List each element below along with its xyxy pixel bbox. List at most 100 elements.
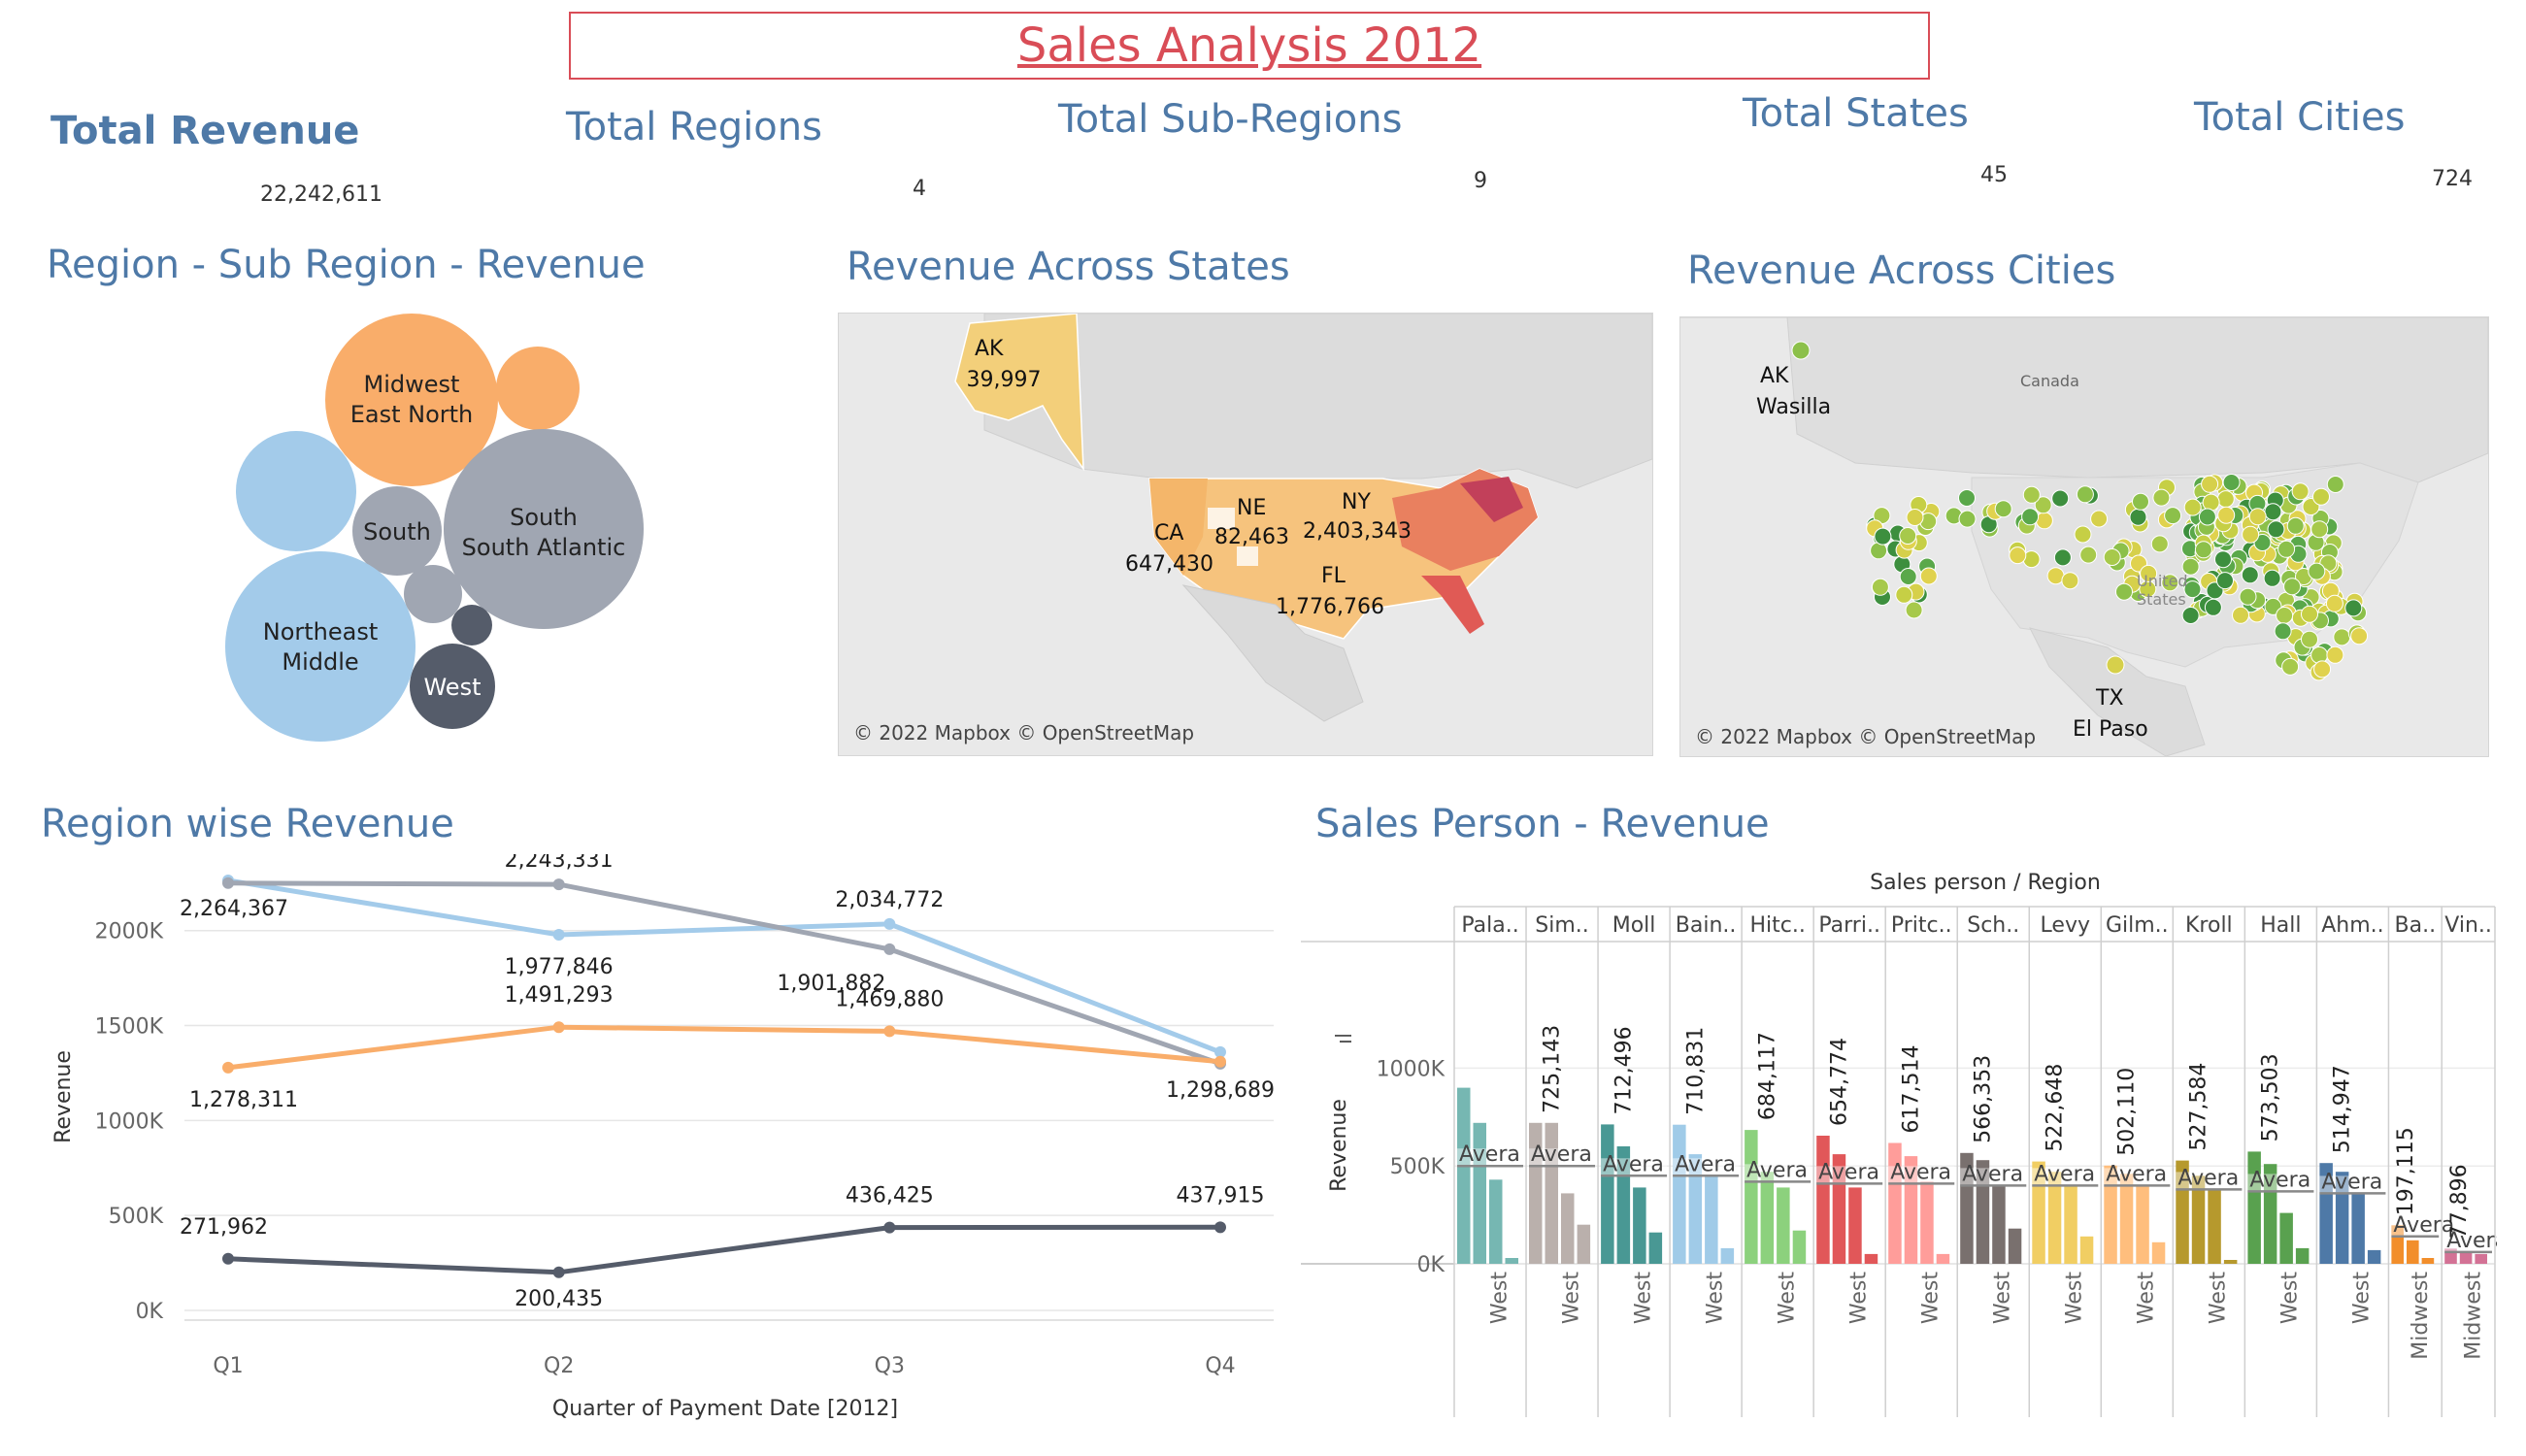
city-dot[interactable] — [2276, 607, 2294, 624]
line-series-path[interactable] — [227, 880, 1221, 1067]
bar-mark[interactable] — [1832, 1154, 1846, 1264]
bar-mark[interactable] — [1760, 1172, 1775, 1264]
city-dot[interactable] — [2194, 541, 2212, 559]
bar-group-5[interactable]: Parri.. Avera 654,774 West — [1812, 907, 1883, 1417]
bar-mark[interactable] — [2032, 1161, 2045, 1264]
city-dot[interactable] — [2312, 487, 2330, 506]
bar-group-14[interactable]: Vin.. Avera77,896 Midwest — [2441, 907, 2497, 1417]
city-dot[interactable] — [2326, 476, 2344, 493]
city-dot[interactable] — [2201, 475, 2219, 493]
line-point[interactable] — [552, 1266, 565, 1278]
bar-group-11[interactable]: Hall Avera 573,503 West — [2243, 907, 2314, 1417]
bar-mark[interactable] — [2247, 1151, 2261, 1264]
city-dot[interactable] — [2074, 525, 2092, 544]
bubble-west-2[interactable] — [451, 605, 492, 645]
bar-mark[interactable] — [1688, 1154, 1703, 1264]
city-dot[interactable] — [2301, 630, 2318, 648]
bar-group-12[interactable]: Ahm.. Avera 514,947 West — [2315, 907, 2386, 1417]
city-dot[interactable] — [1874, 527, 1892, 546]
bar-mark[interactable] — [2208, 1189, 2221, 1264]
city-dot[interactable] — [2253, 534, 2272, 551]
line-point[interactable] — [883, 1221, 896, 1234]
bar-mark[interactable] — [2351, 1193, 2365, 1264]
state-fl[interactable] — [1421, 576, 1484, 634]
bubble-south-atlantic[interactable] — [444, 429, 644, 629]
city-dot[interactable] — [2264, 503, 2282, 521]
city-dot[interactable] — [2333, 628, 2351, 646]
city-dot[interactable] — [2150, 535, 2169, 553]
line-point[interactable] — [552, 878, 565, 891]
city-dot[interactable] — [1905, 601, 1923, 619]
city-dot[interactable] — [2183, 580, 2202, 599]
city-dot[interactable] — [2325, 594, 2343, 612]
bar-mark[interactable] — [2459, 1251, 2473, 1264]
line-point[interactable] — [1214, 1055, 1226, 1068]
bar-mark[interactable] — [1545, 1122, 1559, 1264]
bar-mark[interactable] — [2421, 1258, 2435, 1264]
bubble-south[interactable] — [352, 486, 442, 576]
bubble-northeast-2[interactable] — [236, 431, 356, 551]
city-dot[interactable] — [1958, 510, 1977, 528]
line-point[interactable] — [883, 943, 896, 955]
city-dot[interactable] — [2140, 564, 2158, 582]
bar-mark[interactable] — [1864, 1253, 1878, 1264]
city-dot[interactable] — [2242, 525, 2260, 544]
city-dot[interactable] — [2310, 520, 2329, 539]
city-dot[interactable] — [2061, 572, 2079, 590]
bar-mark[interactable] — [1920, 1181, 1934, 1264]
bar-mark[interactable] — [2079, 1236, 2094, 1264]
city-dot[interactable] — [2267, 520, 2285, 539]
city-dot[interactable] — [2217, 506, 2236, 524]
bar-mark[interactable] — [1992, 1185, 2006, 1264]
bar-group-1[interactable]: Sim.. Avera 725,143 West — [1525, 907, 1596, 1417]
city-dot[interactable] — [2274, 622, 2292, 641]
city-dot[interactable] — [2277, 540, 2296, 558]
states-map-attribution[interactable]: © 2022 Mapbox © OpenStreetMap — [853, 721, 1195, 745]
bar-mark[interactable] — [2047, 1172, 2062, 1264]
bar-mark[interactable] — [2191, 1175, 2206, 1264]
bar-group-2[interactable]: Moll Avera 712,496 West — [1597, 907, 1668, 1417]
city-dot[interactable] — [2051, 489, 2070, 508]
bar-mark[interactable] — [1577, 1224, 1591, 1264]
bar-mark[interactable] — [2295, 1247, 2310, 1264]
city-dot[interactable] — [2216, 572, 2234, 590]
city-dot[interactable] — [1899, 527, 1917, 545]
city-dot[interactable] — [1871, 578, 1889, 596]
city-dot[interactable] — [2301, 605, 2318, 623]
bubble-midwest-east-north[interactable] — [325, 314, 498, 486]
bar-group-0[interactable]: Pala.. Avera West — [1453, 907, 1524, 1417]
bar-mark[interactable] — [1529, 1122, 1543, 1264]
bar-mark[interactable] — [1673, 1124, 1686, 1264]
city-dot[interactable] — [2103, 548, 2121, 566]
bar-mark[interactable] — [1888, 1142, 1902, 1265]
bubble-midwest-2[interactable] — [496, 347, 580, 430]
bar-mark[interactable] — [2104, 1165, 2117, 1264]
city-dot[interactable] — [2079, 546, 2098, 564]
bar-mark[interactable] — [2279, 1212, 2293, 1264]
city-dot[interactable] — [2344, 599, 2363, 617]
bar-group-8[interactable]: Levy Avera 522,648 West — [2028, 907, 2099, 1417]
line-point[interactable] — [883, 917, 896, 930]
city-dot[interactable] — [2129, 508, 2147, 526]
state-west-coast[interactable] — [1149, 479, 1208, 576]
bar-mark[interactable] — [2407, 1240, 2419, 1264]
line-series-path[interactable] — [227, 877, 1221, 1055]
city-dot[interactable] — [2241, 566, 2259, 584]
bar-mark[interactable] — [2367, 1249, 2381, 1264]
city-dot[interactable] — [2021, 508, 2040, 526]
bar-group-7[interactable]: Sch.. Avera 566,353 West — [1956, 907, 2027, 1417]
city-dot[interactable] — [2022, 485, 2041, 504]
region-line-chart[interactable]: 0K 500K 1000K 1500K 2000K Q1 Q2 Q3 Q4 2,264,367… — [39, 854, 1291, 1437]
bar-mark[interactable] — [1960, 1152, 1974, 1264]
city-dot[interactable] — [2286, 516, 2305, 535]
city-dot[interactable] — [2313, 660, 2332, 678]
city-dot-wasilla[interactable] — [1791, 341, 1811, 360]
city-dot[interactable] — [2204, 598, 2222, 616]
city-dot[interactable] — [1919, 567, 1938, 585]
city-dot[interactable] — [2161, 574, 2179, 592]
bubble-south-3[interactable] — [404, 565, 462, 623]
bar-mark[interactable] — [1816, 1136, 1830, 1264]
line-point[interactable] — [552, 1021, 565, 1034]
bar-mark[interactable] — [1561, 1193, 1575, 1264]
bubble-northeast-middle[interactable] — [225, 551, 415, 742]
